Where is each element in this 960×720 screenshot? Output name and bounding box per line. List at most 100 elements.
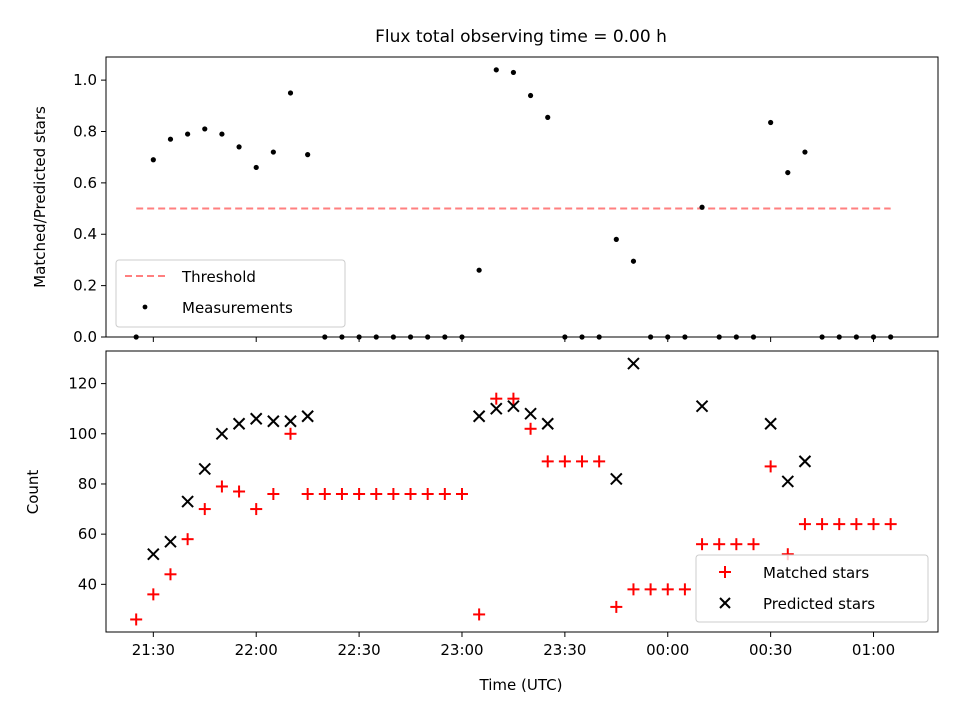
bottom-legend-box bbox=[695, 554, 929, 623]
predicted-point bbox=[164, 535, 177, 548]
measurement-point bbox=[305, 152, 311, 158]
ytick-label: 1.0 bbox=[73, 71, 97, 89]
predicted-point bbox=[524, 407, 537, 420]
measurement-point bbox=[699, 204, 705, 210]
measurement-point bbox=[527, 92, 534, 99]
matched-point bbox=[233, 485, 246, 498]
matched-point bbox=[198, 503, 211, 516]
matched-point bbox=[421, 488, 434, 501]
predicted-point bbox=[181, 495, 194, 508]
measurement-point bbox=[785, 169, 791, 176]
xtick-label: 21:30 bbox=[132, 641, 175, 659]
top-legend: Threshold Measurements bbox=[115, 259, 346, 328]
matched-point bbox=[713, 538, 726, 551]
ytick-label: 0.2 bbox=[73, 277, 97, 295]
ytick-label: 60 bbox=[78, 525, 97, 543]
predicted-point bbox=[472, 410, 486, 423]
matched-point bbox=[404, 488, 417, 501]
matched-point bbox=[867, 518, 880, 531]
matched-point bbox=[267, 488, 280, 501]
measurement-point bbox=[613, 236, 619, 242]
measurement-point bbox=[236, 144, 242, 150]
matched-point bbox=[816, 518, 829, 531]
legend-predicted-swatch bbox=[719, 597, 731, 609]
matched-point bbox=[370, 488, 383, 501]
matched-point bbox=[884, 518, 897, 531]
matched-point bbox=[130, 613, 143, 626]
predicted-point bbox=[541, 417, 554, 430]
ytick-label: 120 bbox=[68, 375, 97, 393]
predicted-point bbox=[250, 412, 263, 425]
predicted-point bbox=[627, 357, 640, 370]
matched-point bbox=[798, 518, 811, 531]
measurement-point bbox=[545, 114, 551, 120]
predicted-point bbox=[798, 455, 812, 468]
matched-point bbox=[387, 488, 400, 501]
top-axes-frame bbox=[105, 56, 939, 338]
top-marks bbox=[133, 67, 894, 340]
predicted-point bbox=[215, 427, 229, 441]
matched-point bbox=[661, 583, 674, 596]
predicted-point bbox=[198, 462, 211, 476]
matched-point bbox=[438, 488, 451, 501]
legend-matched-label: Matched stars bbox=[763, 564, 869, 582]
xtick-label: 01:00 bbox=[852, 641, 895, 659]
measurement-point bbox=[802, 149, 808, 155]
matched-point bbox=[833, 518, 846, 531]
matched-point bbox=[507, 392, 520, 405]
predicted-point bbox=[610, 472, 623, 486]
measurement-point bbox=[287, 90, 294, 96]
bottom-yticks: 40 60 80 100 120 bbox=[68, 375, 106, 593]
predicted-point bbox=[507, 399, 520, 413]
measurement-point bbox=[476, 267, 482, 273]
legend-matched-swatch bbox=[719, 566, 731, 578]
measurement-point bbox=[150, 157, 156, 163]
bottom-legend: Matched stars Predicted stars bbox=[695, 554, 929, 623]
matched-point bbox=[627, 583, 640, 596]
xtick-label: 00:30 bbox=[749, 641, 792, 659]
matched-point bbox=[353, 488, 366, 501]
matched-point bbox=[541, 455, 554, 468]
matched-point bbox=[850, 518, 863, 531]
ytick-label: 0.6 bbox=[73, 174, 97, 192]
ytick-label: 0.8 bbox=[73, 122, 97, 140]
predicted-point bbox=[267, 415, 280, 428]
top-panel: 0.0 0.2 0.4 0.6 0.8 1.0 Matched/Predicted sta… bbox=[31, 56, 939, 346]
matched-point bbox=[696, 538, 709, 551]
ytick-label: 0.4 bbox=[73, 225, 97, 243]
legend-predicted-label: Predicted stars bbox=[763, 595, 875, 613]
matched-point bbox=[747, 538, 760, 551]
top-ylabel: Matched/Predicted stars bbox=[31, 106, 49, 288]
matched-point bbox=[644, 583, 657, 596]
top-yticks: 0.0 0.2 0.4 0.6 0.8 1.0 bbox=[73, 71, 106, 346]
matched-point bbox=[164, 568, 177, 581]
bottom-marks bbox=[130, 357, 897, 626]
bottom-panel: 40 60 80 100 120 21:30 22:00 22:30 23:00 23:30 00… bbox=[24, 350, 939, 694]
matched-point bbox=[524, 422, 537, 435]
legend-threshold-label: Threshold bbox=[181, 268, 256, 286]
matched-point bbox=[215, 480, 228, 493]
predicted-point bbox=[764, 417, 777, 430]
predicted-point bbox=[781, 475, 794, 488]
matched-point bbox=[455, 488, 468, 501]
xtick-label: 23:00 bbox=[440, 641, 483, 659]
measurement-point bbox=[185, 131, 191, 137]
matched-point bbox=[610, 600, 623, 613]
matched-point bbox=[593, 455, 606, 468]
measurement-point bbox=[510, 69, 517, 76]
predicted-point bbox=[232, 417, 246, 430]
bottom-ylabel: Count bbox=[24, 470, 42, 515]
matched-point bbox=[678, 583, 691, 596]
predicted-point bbox=[284, 415, 297, 428]
matched-point bbox=[318, 488, 331, 501]
matched-point bbox=[764, 460, 777, 473]
ytick-label: 40 bbox=[78, 575, 97, 593]
ytick-label: 80 bbox=[78, 475, 97, 493]
top-xticks bbox=[152, 337, 875, 342]
predicted-point bbox=[301, 410, 314, 423]
measurement-point bbox=[253, 164, 259, 171]
bottom-xlabel: Time (UTC) bbox=[479, 676, 563, 694]
ytick-label: 100 bbox=[68, 425, 97, 443]
top-legend-box bbox=[115, 259, 346, 328]
xtick-label: 00:00 bbox=[646, 641, 689, 659]
